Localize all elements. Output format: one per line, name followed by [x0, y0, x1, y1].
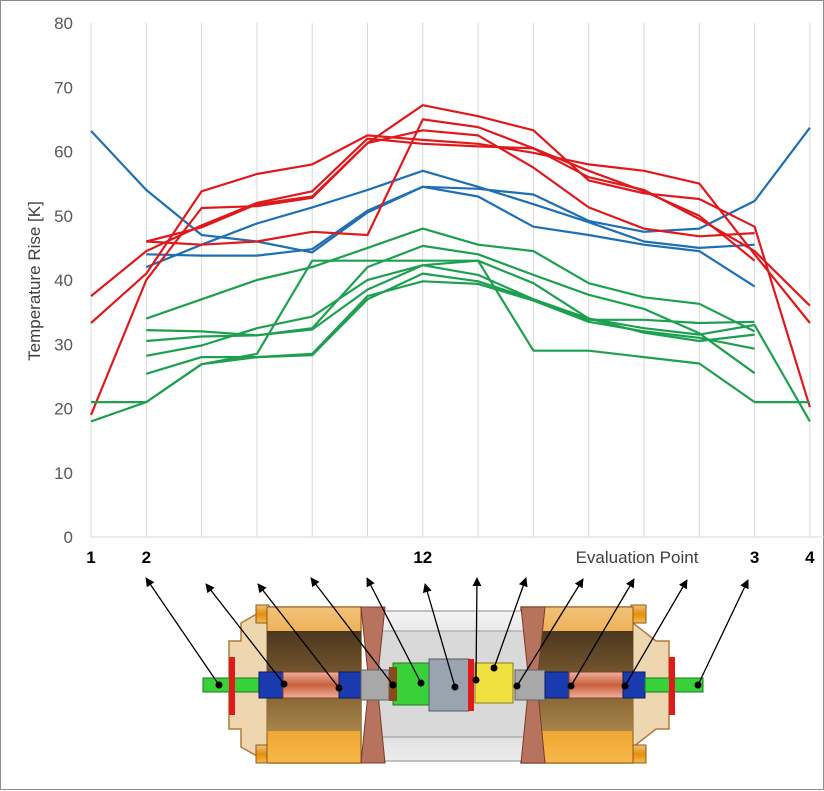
callout-arrow: [422, 583, 456, 688]
series-line-7: [146, 118, 756, 262]
center-red-plate: [468, 659, 474, 711]
right-copper-conductor: [568, 671, 624, 699]
y-tick-label: 10: [54, 464, 73, 483]
callout-dot: [621, 682, 629, 690]
left-blue-block-2: [338, 671, 362, 699]
series-line-14: [145, 280, 755, 375]
callout-dot: [215, 681, 223, 689]
callout-dot: [513, 682, 521, 690]
component-cross-section: [202, 604, 704, 764]
x-axis-label: Evaluation Point: [576, 548, 699, 567]
callout-dot: [417, 679, 425, 687]
y-tick-label: 0: [64, 528, 73, 547]
x-axis-point-labels: 1 2 12 3 4: [86, 548, 815, 567]
left-blue-block: [258, 671, 284, 699]
series-line-15: [146, 259, 755, 343]
left-copper-conductor: [282, 671, 340, 699]
callout-dot: [472, 676, 480, 684]
callout-arrow: [257, 583, 340, 689]
callout-dot: [389, 681, 397, 689]
y-tick-label: 30: [54, 335, 73, 354]
series-line-5: [90, 134, 811, 324]
x-point-label: 4: [805, 548, 815, 567]
series-lines: [89, 104, 811, 423]
y-axis-tick-labels: 0 10 20 30 40 50 60 70 80: [54, 14, 73, 547]
x-point-label: 2: [142, 548, 151, 567]
callout-dot: [490, 664, 498, 672]
evaluation-point-callouts: [145, 577, 749, 692]
series-line-13: [146, 264, 755, 357]
series-line-4: [90, 137, 811, 307]
callout-arrow: [624, 579, 688, 687]
callout-dot: [567, 682, 575, 690]
x-point-label: 3: [750, 548, 759, 567]
callout-arrow: [570, 578, 635, 687]
left-terminal-red: [229, 657, 235, 715]
series-line-3: [145, 169, 755, 269]
right-terminal-red: [669, 657, 675, 715]
series-line-12: [146, 244, 756, 375]
callout-arrow: [472, 577, 482, 681]
callout-dot: [280, 680, 288, 688]
callout-dot: [694, 681, 702, 689]
series-line-2: [146, 185, 756, 288]
series-line-10: [91, 259, 810, 404]
callout-arrow: [697, 579, 749, 686]
callout-arrow: [145, 577, 220, 686]
y-tick-label: 20: [54, 400, 73, 419]
x-point-label: 1: [86, 548, 95, 567]
callout-arrow: [366, 577, 422, 684]
y-tick-label: 70: [54, 78, 73, 97]
series-line-9: [90, 272, 811, 423]
vertical-gridlines: [90, 23, 824, 538]
callout-arrow: [205, 583, 285, 685]
y-tick-label: 80: [54, 14, 73, 33]
y-tick-label: 60: [54, 143, 73, 162]
series-line-1: [90, 127, 811, 254]
x-point-label: 12: [413, 548, 432, 567]
callout-arrow: [516, 578, 584, 687]
callout-dot: [335, 684, 343, 692]
series-line-11: [145, 227, 756, 333]
y-tick-label: 50: [54, 207, 73, 226]
callout-arrow: [493, 577, 528, 669]
y-tick-label: 40: [54, 271, 73, 290]
series-line-8: [146, 129, 755, 243]
callout-dot: [451, 683, 459, 691]
series-line-6: [89, 104, 811, 416]
left-gray-contact: [360, 669, 390, 701]
y-axis-label: Temperature Rise [K]: [25, 201, 44, 361]
right-blue-block: [544, 671, 570, 699]
callout-arrow: [310, 577, 394, 686]
